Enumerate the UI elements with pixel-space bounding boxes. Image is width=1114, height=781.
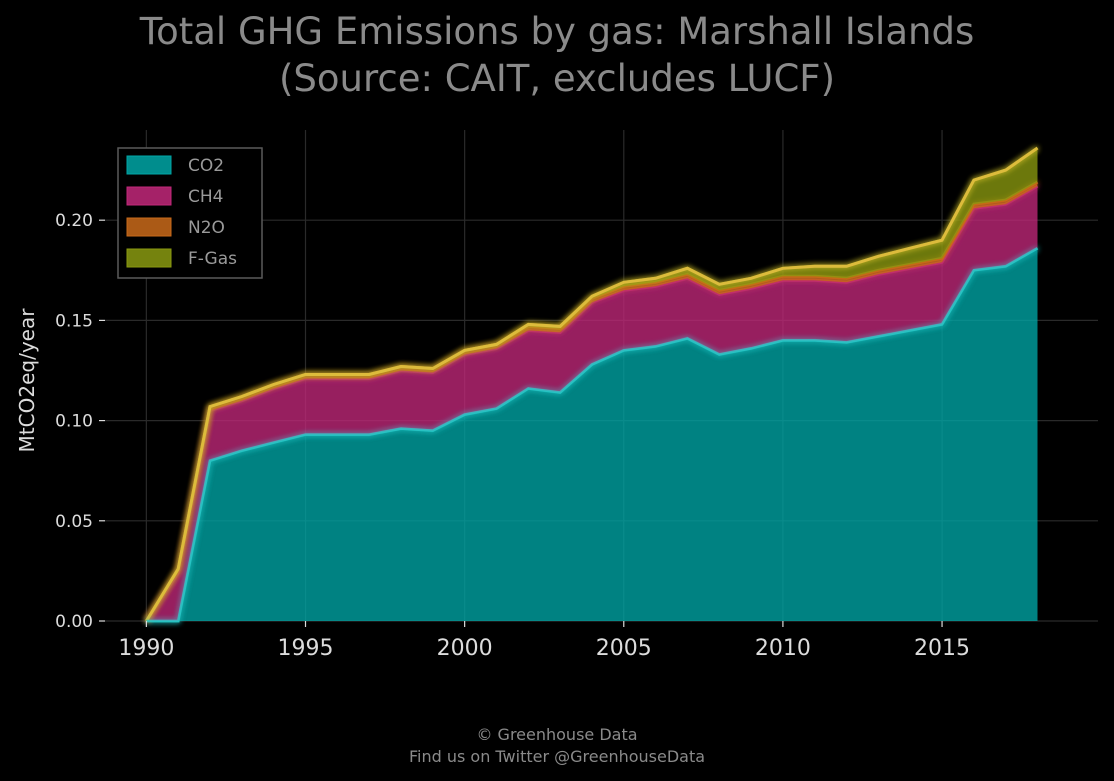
total-outline (145, 146, 1039, 622)
legend-swatch-f-gas (126, 248, 172, 268)
x-tick-label: 2005 (596, 636, 652, 661)
y-tick-label: 0.15 (55, 311, 93, 331)
legend-label-ch4: CH4 (188, 187, 223, 207)
y-tick-label: 0.00 (55, 612, 93, 632)
legend-label-co2: CO2 (188, 156, 224, 176)
chart-title-line2: (Source: CAIT, excludes LUCF) (278, 57, 836, 100)
y-tick-label: 0.20 (55, 211, 93, 231)
x-tick-label: 1995 (278, 636, 334, 661)
footer-copyright: © Greenhouse Data (476, 725, 638, 744)
x-tick-label: 1990 (118, 636, 174, 661)
legend-swatch-n2o (126, 217, 172, 237)
footer-credit: © Greenhouse Data Find us on Twitter @Gr… (0, 724, 1114, 768)
co2-outline (146, 247, 1039, 623)
legend-swatch-co2 (126, 155, 172, 175)
y-tick-label: 0.05 (55, 512, 93, 532)
y-tick-label: 0.10 (55, 412, 93, 432)
legend-label-f-gas: F-Gas (188, 249, 237, 269)
area-ch4 (146, 186, 1038, 621)
legend-label-n2o: N2O (188, 218, 225, 238)
legend-swatch-ch4 (126, 186, 172, 206)
footer-twitter: Find us on Twitter @GreenhouseData (408, 747, 706, 766)
chart-title: Total GHG Emissions by gas: Marshall Isl… (0, 8, 1114, 102)
y-axis-label: MtCO2eq/year (15, 308, 39, 453)
x-tick-label: 2010 (755, 636, 811, 661)
x-tick-label: 2015 (914, 636, 970, 661)
chart-title-line1: Total GHG Emissions by gas: Marshall Isl… (139, 10, 975, 53)
x-tick-label: 2000 (437, 636, 493, 661)
